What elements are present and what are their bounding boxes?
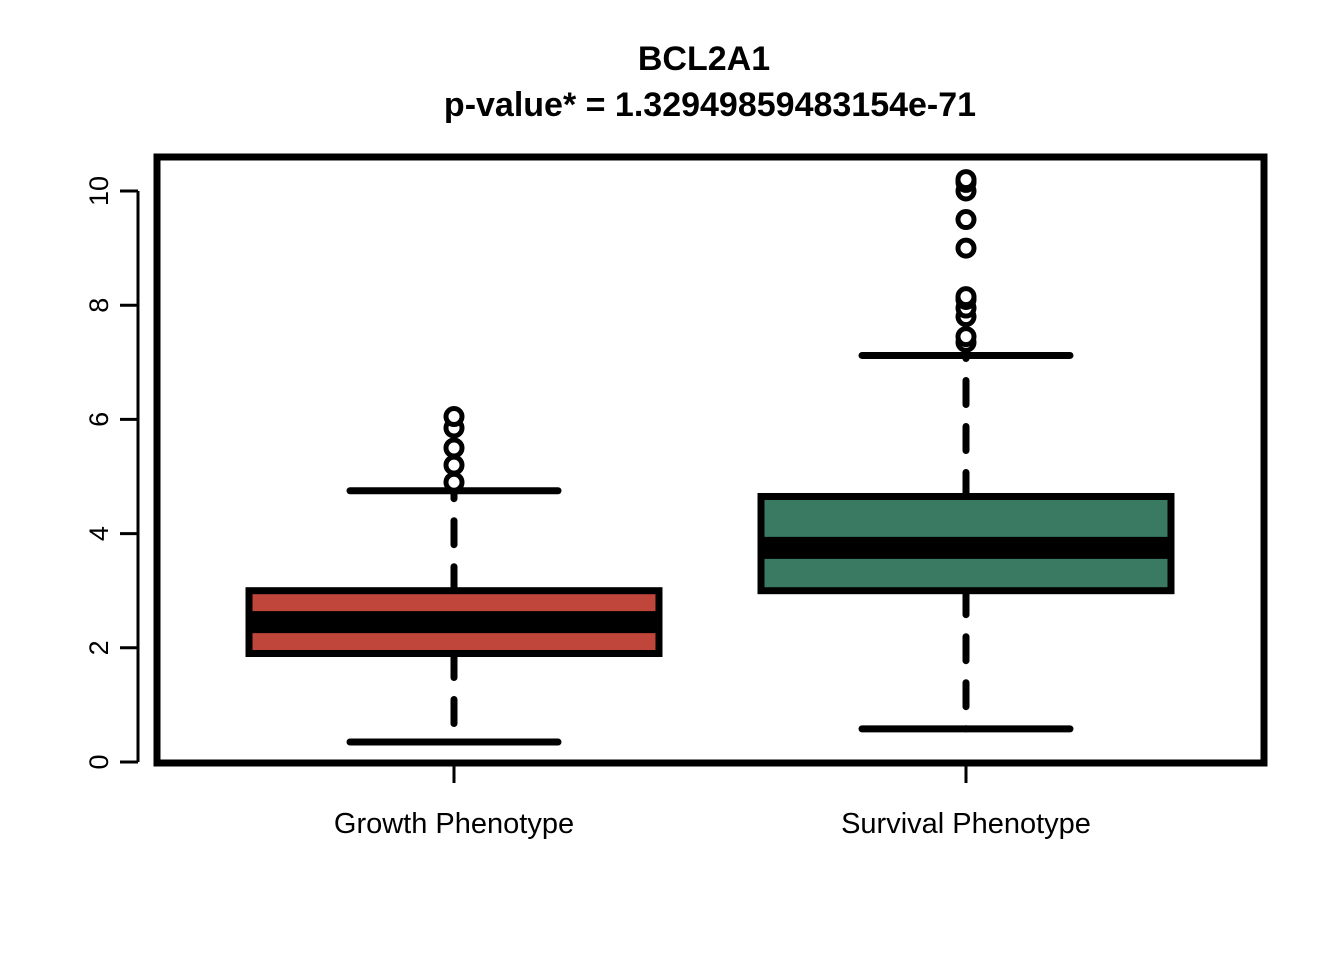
- y-tick-label: 0: [84, 754, 114, 769]
- outlier-point: [955, 209, 977, 231]
- outlier-point: [955, 237, 977, 259]
- y-tick-label: 8: [84, 298, 114, 313]
- outlier-point: [443, 454, 465, 476]
- chart-marks: 0 2 4 6 8 10 Growth Phenotype Survival Phenotyp…: [84, 169, 1175, 840]
- x-category-label: Survival Phenotype: [841, 808, 1091, 840]
- chart-title: BCL2A1: [638, 40, 770, 78]
- outlier-point: [955, 286, 977, 308]
- outlier-point: [955, 169, 977, 191]
- outlier-point: [443, 406, 465, 428]
- y-tick-label: 2: [84, 640, 114, 655]
- y-tick-label: 10: [84, 176, 114, 206]
- outlier-point: [443, 471, 465, 493]
- y-tick-label: 6: [84, 412, 114, 427]
- y-tick-label: 4: [84, 526, 114, 541]
- outlier-point: [443, 437, 465, 459]
- outlier-point: [955, 326, 977, 348]
- plot-frame: [153, 153, 1268, 767]
- chart-subtitle: p-value* = 1.32949859483154e-71: [444, 86, 976, 124]
- x-category-label: Growth Phenotype: [334, 808, 574, 840]
